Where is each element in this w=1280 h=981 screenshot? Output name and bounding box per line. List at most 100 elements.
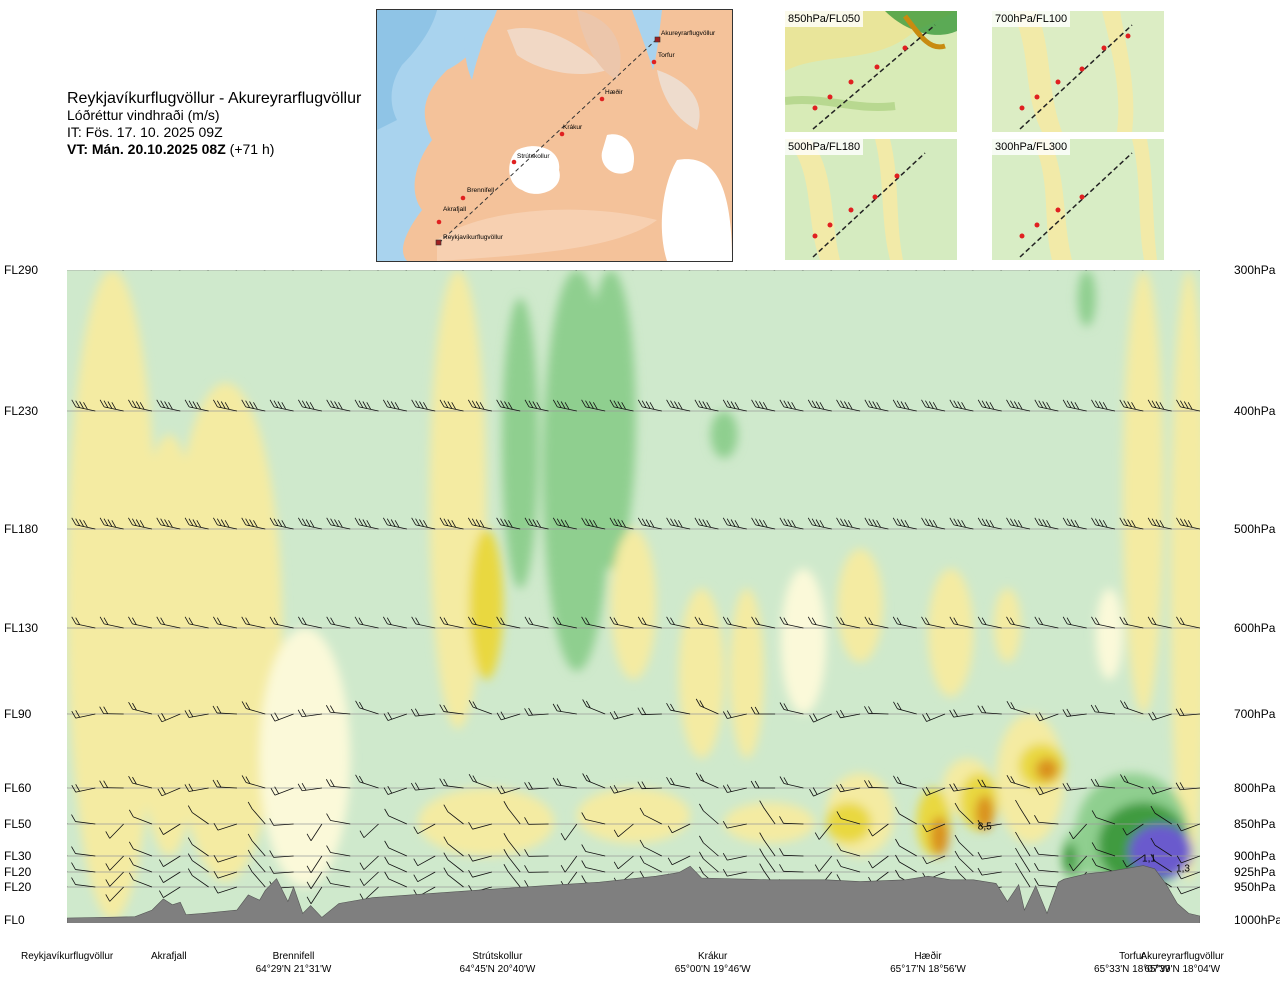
wind-barb (468, 869, 492, 878)
wind-barb (326, 813, 351, 825)
wind-barb (943, 270, 946, 271)
vertical-velocity-field (67, 270, 1200, 920)
wind-barb (156, 399, 181, 412)
wind-barb (1141, 270, 1144, 271)
wind-barb (1176, 823, 1200, 832)
wind-barb (467, 517, 492, 530)
station-label: Strútskollur 64°45'N 20°40'W (460, 950, 536, 976)
wind-barb (722, 399, 747, 412)
flight-level-label: FL180 (4, 522, 39, 536)
wind-barb (977, 779, 1002, 789)
wind-barb (688, 270, 691, 271)
wind-barb (1006, 616, 1031, 629)
wind-barb (1062, 708, 1087, 717)
wind-barb (977, 399, 1002, 412)
wind-barb (411, 399, 436, 412)
wind-barb (582, 773, 606, 789)
wind-barb (1176, 886, 1200, 895)
map-label-akrafjall: Akrafjall (443, 206, 467, 213)
route-map: Akureyrarflugvöllur Torfur Hæðir Krákur … (376, 9, 733, 262)
wind-barb (99, 616, 124, 629)
wind-barb (383, 786, 408, 795)
wind-barb (247, 833, 266, 857)
wind-barb (158, 886, 181, 898)
wind-barb (384, 871, 408, 888)
wind-barb (157, 787, 181, 797)
wind-barb (489, 270, 492, 271)
wind-barb (213, 399, 238, 412)
wind-barb (1176, 871, 1200, 880)
wind-barb (306, 886, 323, 904)
wind-barb (779, 702, 804, 715)
wind-barb (524, 399, 549, 412)
station-label: Krákur 65°00'N 19°46'W (675, 950, 751, 976)
wind-barb (609, 784, 634, 794)
flight-level-label: FL290 (4, 263, 39, 277)
wind-barb (269, 616, 294, 629)
wind-barb (99, 399, 124, 412)
wind-barb (184, 709, 209, 718)
wind-barb (914, 270, 917, 271)
wind-barb (443, 867, 464, 888)
wind-barb (922, 855, 946, 865)
wind-barb (1150, 805, 1172, 825)
wind-barb (694, 399, 719, 412)
wind-barb (67, 855, 68, 856)
wind-barb (187, 853, 209, 873)
wind-barb (241, 517, 266, 530)
wind-barb (128, 809, 153, 825)
wind-barb (1015, 862, 1031, 888)
wind-barb (560, 823, 578, 841)
wind-barb (922, 786, 946, 796)
wind-barb (467, 616, 492, 629)
wind-barb (1034, 399, 1059, 412)
station-coord: 65°39'N 18°04'W (1144, 964, 1221, 975)
wind-barb (524, 707, 549, 716)
wind-barb (184, 616, 209, 629)
map-label-reykjavik: Reykjavíkurflugvöllur (443, 234, 504, 241)
wind-barb (773, 270, 776, 271)
wind-barb (1119, 517, 1144, 530)
field-cell (67, 270, 158, 920)
wind-barb (524, 616, 549, 629)
thumbnail-700hpa: 700hPa/FL100 (992, 11, 1164, 132)
wind-barb (71, 710, 96, 719)
wind-barb (667, 855, 691, 866)
wind-barb (722, 784, 747, 793)
wind-barb (384, 856, 408, 873)
wind-barb (410, 708, 436, 717)
wind-barb (1091, 399, 1116, 412)
wind-barb (306, 871, 323, 889)
wind-barb (1150, 837, 1172, 857)
wind-barb (1068, 855, 1087, 872)
wind-barb (270, 712, 294, 722)
wind-barb (1015, 847, 1031, 873)
wind-barb (1176, 517, 1200, 530)
station-coord: 64°45'N 20°40'W (459, 964, 536, 975)
wind-barb (99, 780, 124, 789)
wind-barb (759, 848, 776, 873)
wind-barb (639, 855, 663, 873)
field-cell (930, 816, 949, 857)
wind-barb (150, 270, 152, 271)
route-map-image: Akureyrarflugvöllur Torfur Hæðir Krákur … (377, 10, 732, 261)
wind-barb (439, 399, 464, 412)
station-coord: 65°17'N 18°56'W (890, 964, 966, 975)
wind-barb (99, 706, 124, 715)
wind-barb (382, 399, 407, 412)
wind-barb (779, 864, 804, 873)
station-name: Brennifell (272, 951, 315, 962)
wind-barb (886, 270, 889, 271)
wind-barb (496, 711, 521, 721)
wind-barb (269, 818, 294, 826)
wind-barb (128, 841, 153, 857)
wind-barb (269, 399, 294, 412)
wind-barb (949, 616, 974, 629)
wind-barb (864, 780, 889, 789)
annotation-value: 1,1 (1142, 853, 1156, 864)
wind-barb (1034, 878, 1059, 888)
wind-barb (524, 817, 549, 825)
wind-barb (187, 868, 209, 888)
title-block: Reykjavíkurflugvöllur - Akureyrarflugvöl… (67, 90, 361, 158)
wind-barb (1175, 708, 1200, 717)
